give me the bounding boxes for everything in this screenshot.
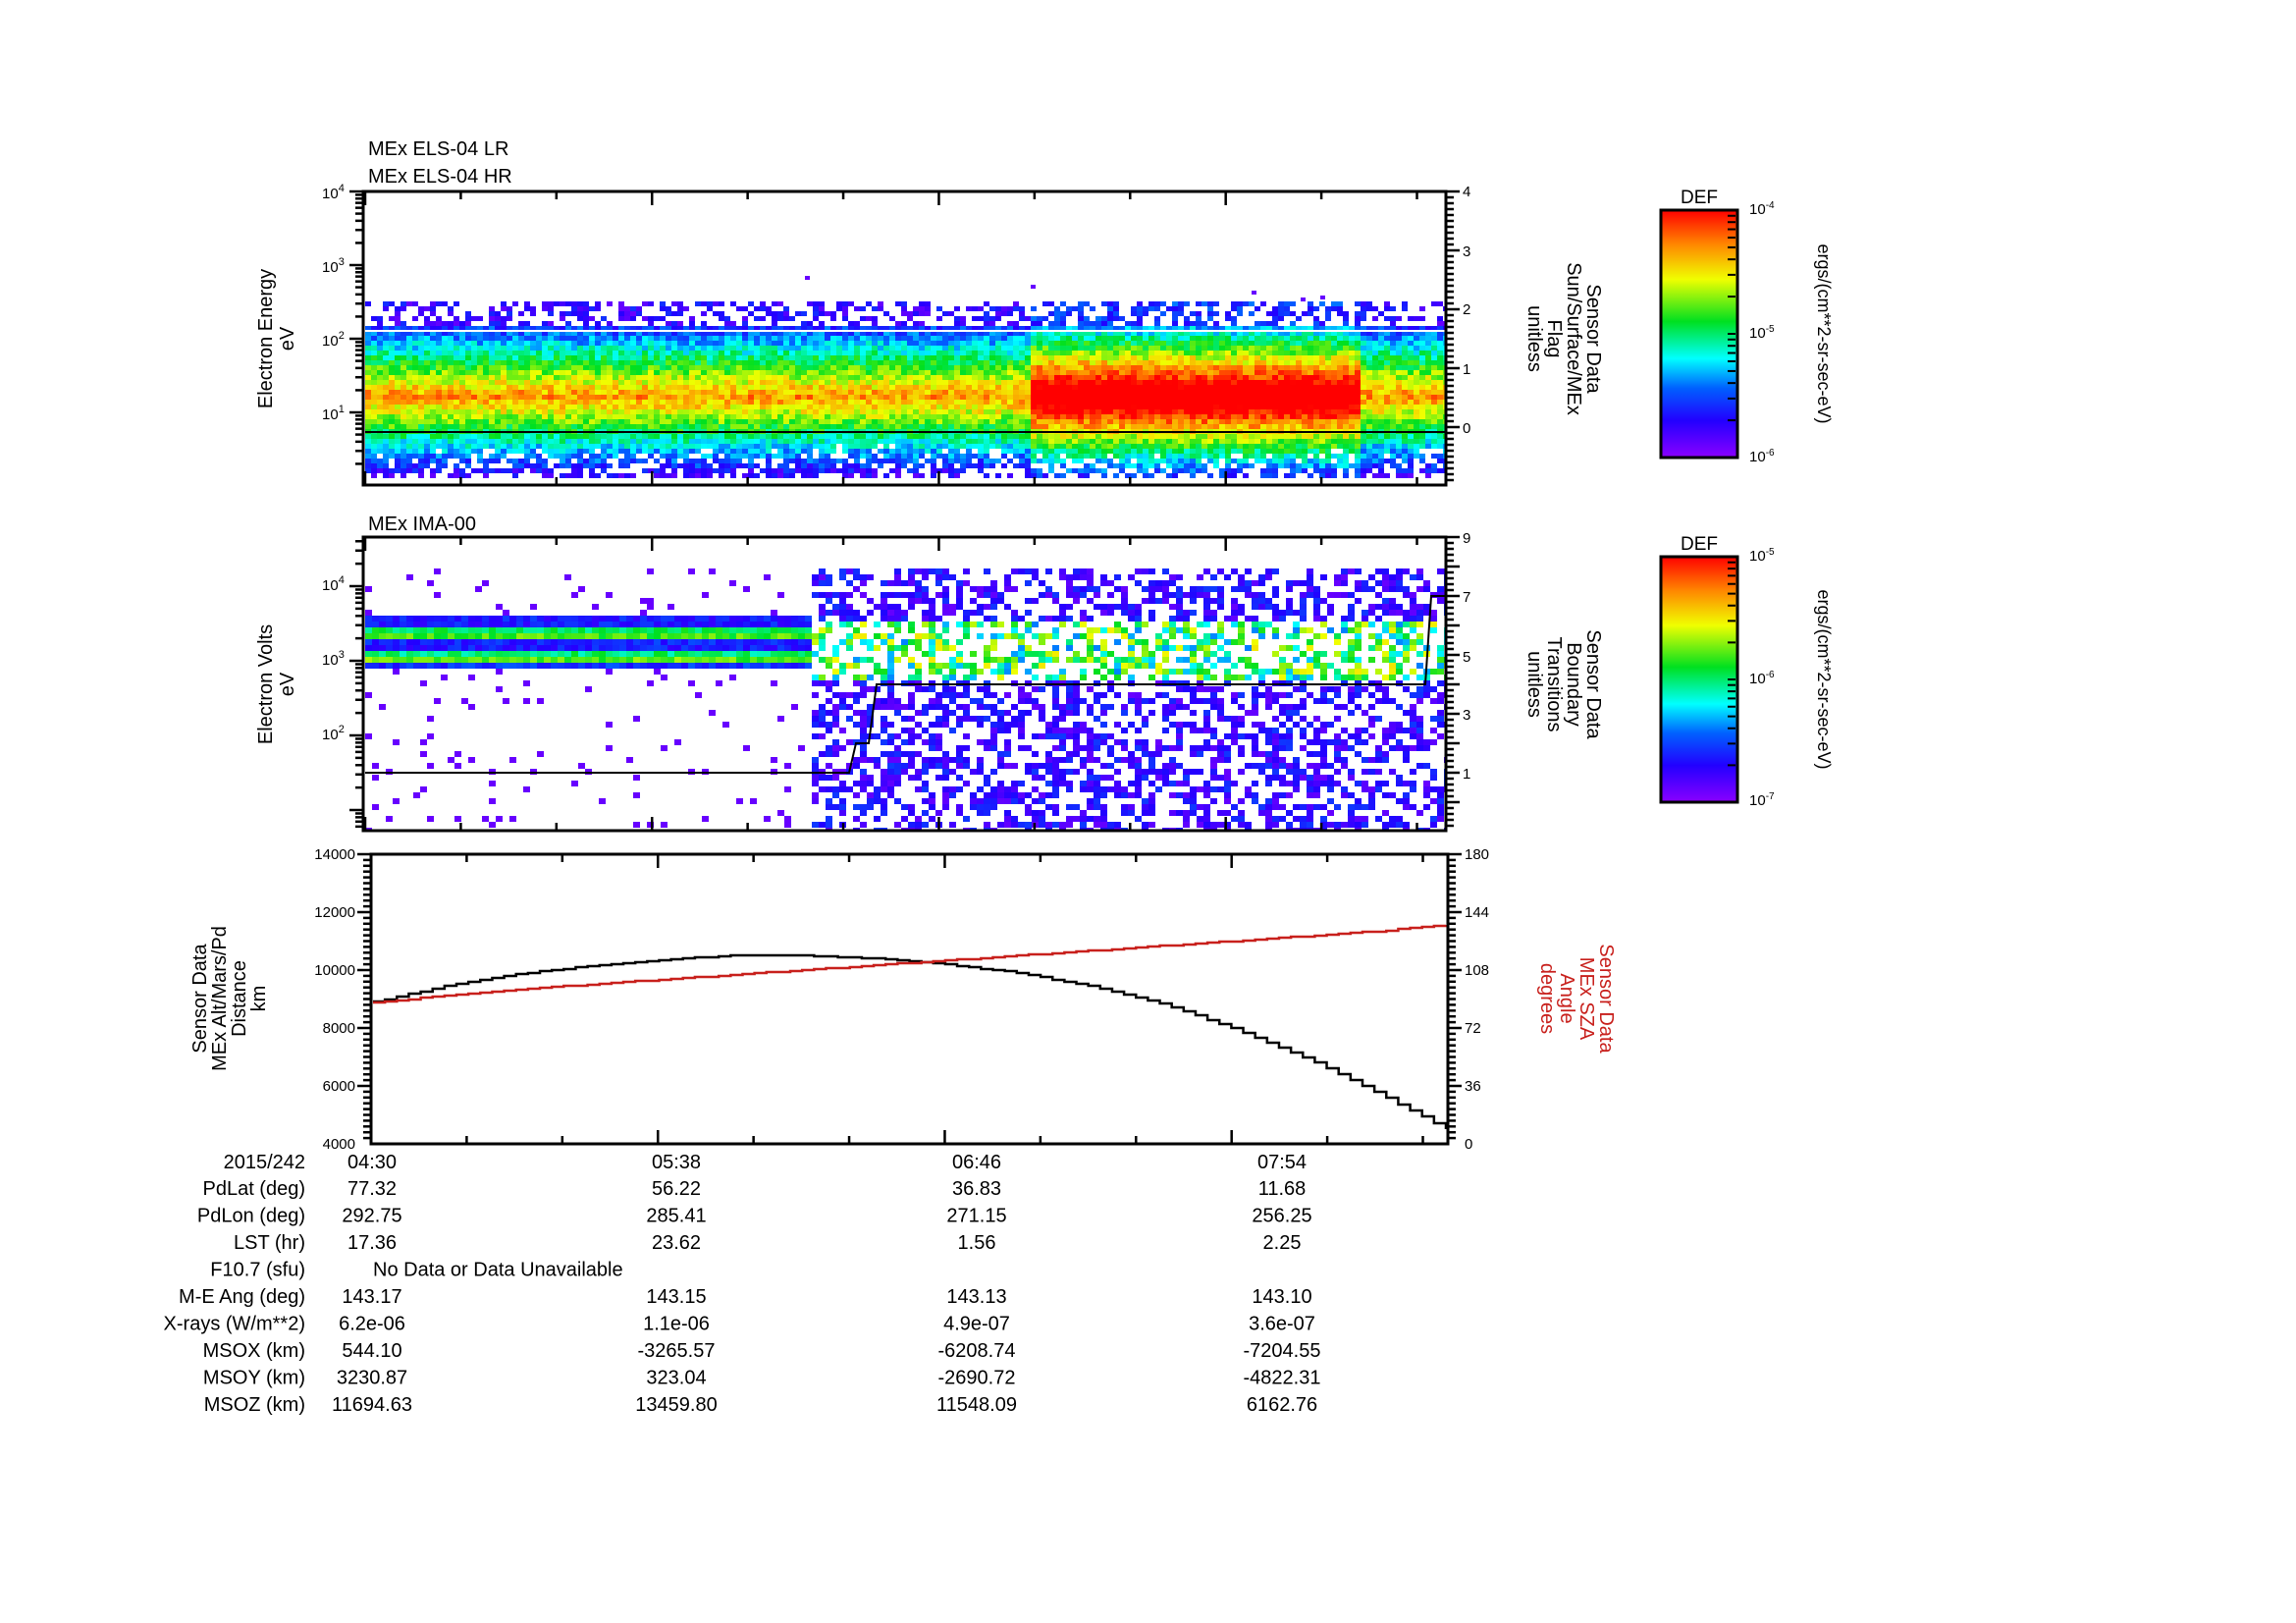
ephem-value: 11694.63	[332, 1394, 412, 1416]
ephem-value: 6.2e-06	[339, 1314, 405, 1335]
ephem-value: 1.1e-06	[643, 1314, 710, 1335]
ephem-value: 23.62	[652, 1232, 701, 1254]
ephem-value: 4.9e-07	[943, 1314, 1010, 1335]
panel-orbit-ylabel: Sensor Data MEx Alt/Mars/Pd Distance km	[189, 926, 270, 1071]
els-spectrogram	[365, 276, 1445, 478]
ephem-value: 1.56	[958, 1232, 996, 1254]
ephem-span-value: No Data or Data Unavailable	[373, 1260, 623, 1281]
ephem-value: 11548.09	[936, 1394, 1017, 1416]
panel-ima-yticks: 104 103 102	[322, 574, 345, 743]
ephem-value: 292.75	[342, 1206, 401, 1227]
panel-ima-ylabel: Electron Volts eV	[255, 624, 298, 744]
date-label: 2015/242	[224, 1152, 305, 1173]
ephem-row-label: X-rays (W/m**2)	[164, 1314, 305, 1335]
panel-orbit-ticks	[357, 852, 1462, 1144]
ephem-value: 143.17	[342, 1286, 401, 1308]
ephem-value: 11.68	[1258, 1178, 1307, 1200]
panel-ima-title: MEx IMA-00	[368, 514, 476, 535]
panel-els-ylabel: Electron Energy eV	[255, 269, 298, 408]
ephem-value: -6208.74	[938, 1340, 1016, 1362]
ephem-value: -3265.57	[638, 1340, 716, 1362]
panel-orbit-y2label: Sensor Data MEx SZA Angle degrees	[1536, 944, 1617, 1054]
panel-ima: MEx IMA-00 104 103 102 Electron Volts eV…	[255, 514, 1834, 833]
ephem-value: 13459.80	[635, 1394, 717, 1416]
ephem-value: 323.04	[646, 1368, 706, 1389]
ephem-value: 36.83	[952, 1178, 1001, 1200]
ephem-value: 56.22	[652, 1178, 701, 1200]
ephem-value: 143.15	[646, 1286, 706, 1308]
ephem-row-label: MSOZ (km)	[204, 1394, 305, 1416]
ephem-row-label: LST (hr)	[234, 1232, 305, 1254]
panel-orbit: 14000 12000 10000 8000 6000 4000 Sensor …	[189, 846, 1617, 1153]
panel-els-title-lr: MEx ELS-04 LR	[368, 138, 508, 160]
panel-orbit-frame	[369, 852, 1450, 1146]
panel-els-y2label: Sensor Data Sun/Surface/MEx Flag unitles…	[1523, 262, 1604, 415]
ephem-value: 285.41	[646, 1206, 706, 1227]
ephem-value: 271.15	[946, 1206, 1006, 1227]
time-tick-1: 05:38	[652, 1152, 701, 1173]
panel-els-y2ticks: 4 3 2 1 0	[1463, 184, 1470, 437]
boundary-transitions-line	[365, 595, 1445, 774]
panel-els-ticks	[349, 189, 1460, 485]
ephem-value: 3230.87	[337, 1368, 407, 1389]
panel-orbit-y2ticks: 180 144 108 72 36 0	[1465, 846, 1489, 1153]
ephem-value: -7204.55	[1244, 1340, 1321, 1362]
panel-els: MEx ELS-04 LR MEx ELS-04 HR 104 103 102 …	[255, 138, 1834, 487]
ephem-value: 256.25	[1252, 1206, 1311, 1227]
ima-spectrogram	[365, 568, 1445, 830]
panel-els-yticks: 104 103 102 101	[322, 183, 345, 423]
ephem-value: 3.6e-07	[1249, 1314, 1315, 1335]
panel-ima-y2label: Sensor Data Boundary Transitions unitles…	[1523, 629, 1604, 739]
ephem-row-label: M-E Ang (deg)	[179, 1286, 305, 1308]
ephem-value: 544.10	[342, 1340, 401, 1362]
panel-els-title-hr: MEx ELS-04 HR	[368, 166, 512, 188]
time-tick-3: 07:54	[1257, 1152, 1307, 1173]
panel-orbit-yticks: 14000 12000 10000 8000 6000 4000	[314, 846, 355, 1153]
altitude-line	[373, 953, 1448, 1129]
sza-line	[373, 924, 1448, 1004]
panel-ima-y2ticks: 9 7 5 3 1	[1463, 530, 1470, 783]
ephem-value: 143.13	[946, 1286, 1006, 1308]
ephem-row-label: PdLat (deg)	[202, 1178, 305, 1200]
ephem-row-label: MSOY (km)	[203, 1368, 305, 1389]
time-tick-0: 04:30	[347, 1152, 397, 1173]
ephem-row-label: PdLon (deg)	[197, 1206, 305, 1227]
ephem-row-label: F10.7 (sfu)	[210, 1260, 305, 1281]
time-tick-2: 06:46	[952, 1152, 1001, 1173]
ephem-value: 143.10	[1252, 1286, 1311, 1308]
panel-ima-ticks	[349, 535, 1460, 831]
ephem-row-label: MSOX (km)	[203, 1340, 305, 1362]
ephemeris-table: 2015/242 04:30 05:38 06:46 07:54 PdLat (…	[164, 1152, 1321, 1416]
ephem-value: 77.32	[347, 1178, 397, 1200]
ephem-value: -4822.31	[1244, 1368, 1321, 1389]
ephem-value: 6162.76	[1247, 1394, 1317, 1416]
ephem-value: -2690.72	[938, 1368, 1016, 1389]
ephem-value: 2.25	[1263, 1232, 1302, 1254]
ephem-value: 17.36	[347, 1232, 397, 1254]
colorbar-ima: DEF 10-5 10-6 10-7 ergs/(cm**2-sr-sec-eV…	[1659, 534, 1834, 809]
colorbar-els: DEF 10-4 10-5 10-6 ergs/(cm**2-sr-sec-eV…	[1659, 188, 1834, 465]
